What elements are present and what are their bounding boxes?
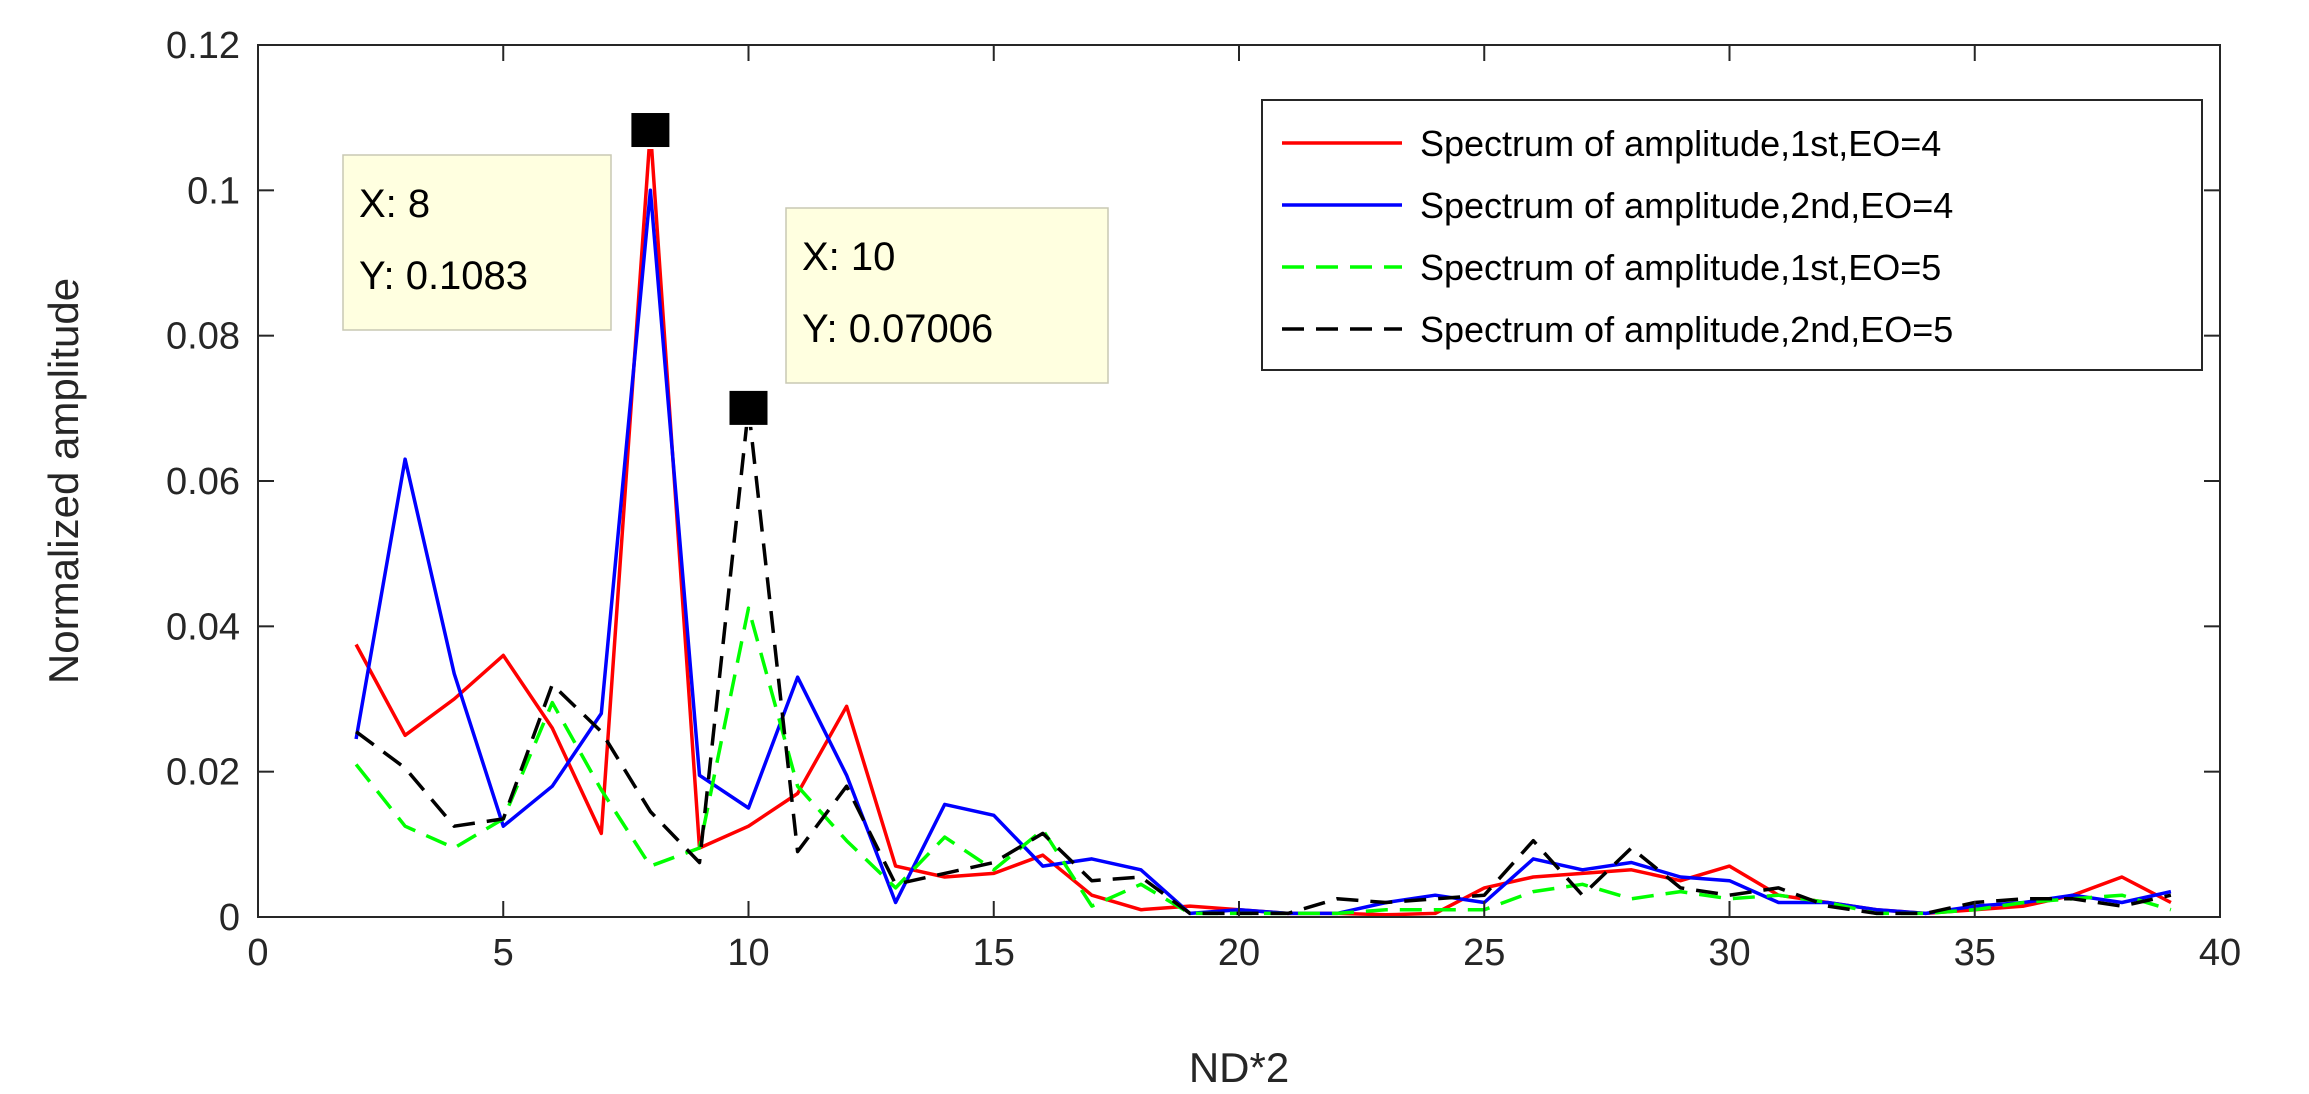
legend-box bbox=[1261, 99, 2203, 371]
datatip-x-text: X: 10 bbox=[802, 235, 895, 279]
y-tick-label: 0.12 bbox=[166, 25, 240, 67]
y-axis-label: Normalized amplitude bbox=[40, 278, 87, 684]
legend-label-1: Spectrum of amplitude,1st,EO=4 bbox=[1420, 123, 1941, 164]
x-tick-label: 25 bbox=[1463, 932, 1505, 974]
x-tick-label: 30 bbox=[1708, 932, 1750, 974]
ticks-layer: 0 5 10 15 20 25 30 35 40 0 0.02 0.04 0.06 0.08 0.1 0.12 bbox=[166, 25, 2241, 974]
x-tick-label: 40 bbox=[2199, 932, 2241, 974]
y-tick-label: 0.02 bbox=[166, 752, 240, 794]
datatip-box bbox=[342, 154, 612, 331]
datatip-y-text: Y: 0.1083 bbox=[359, 254, 528, 298]
x-tick-label: 15 bbox=[973, 932, 1015, 974]
datatip-layer: X: 8 Y: 0.1083 X: 10 Y: 0.07006 bbox=[342, 111, 1109, 427]
y-tick-label: 0.06 bbox=[166, 461, 240, 503]
series-line-2 bbox=[354, 188, 2172, 916]
y-tick-label: 0.08 bbox=[166, 316, 240, 358]
series-line-4 bbox=[355, 406, 2172, 916]
x-tick-label: 5 bbox=[493, 932, 514, 974]
datatip-y-text: Y: 0.07006 bbox=[802, 307, 993, 351]
x-axis-label: ND*2 bbox=[1189, 1044, 1289, 1091]
legend-label-4: Spectrum of amplitude,2nd,EO=5 bbox=[1420, 309, 1953, 350]
x-tick-label: 20 bbox=[1218, 932, 1260, 974]
datatip-marker bbox=[727, 388, 770, 427]
x-tick-label: 35 bbox=[1954, 932, 1996, 974]
y-tick-label: 0.04 bbox=[166, 606, 240, 648]
y-tick-label: 0.1 bbox=[187, 170, 240, 212]
datatip-x-text: X: 8 bbox=[359, 182, 430, 226]
legend-label-2: Spectrum of amplitude,2nd,EO=4 bbox=[1420, 185, 1953, 226]
y-tick-label: 0 bbox=[219, 897, 240, 939]
legend: Spectrum of amplitude,1st,EO=4 Spectrum o… bbox=[1261, 99, 2203, 371]
x-tick-label: 0 bbox=[247, 932, 268, 974]
datatip-box bbox=[785, 207, 1109, 384]
datatip-marker bbox=[629, 111, 672, 150]
x-tick-label: 10 bbox=[727, 932, 769, 974]
legend-label-3: Spectrum of amplitude,1st,EO=5 bbox=[1420, 247, 1941, 288]
series-layer bbox=[354, 128, 2172, 917]
